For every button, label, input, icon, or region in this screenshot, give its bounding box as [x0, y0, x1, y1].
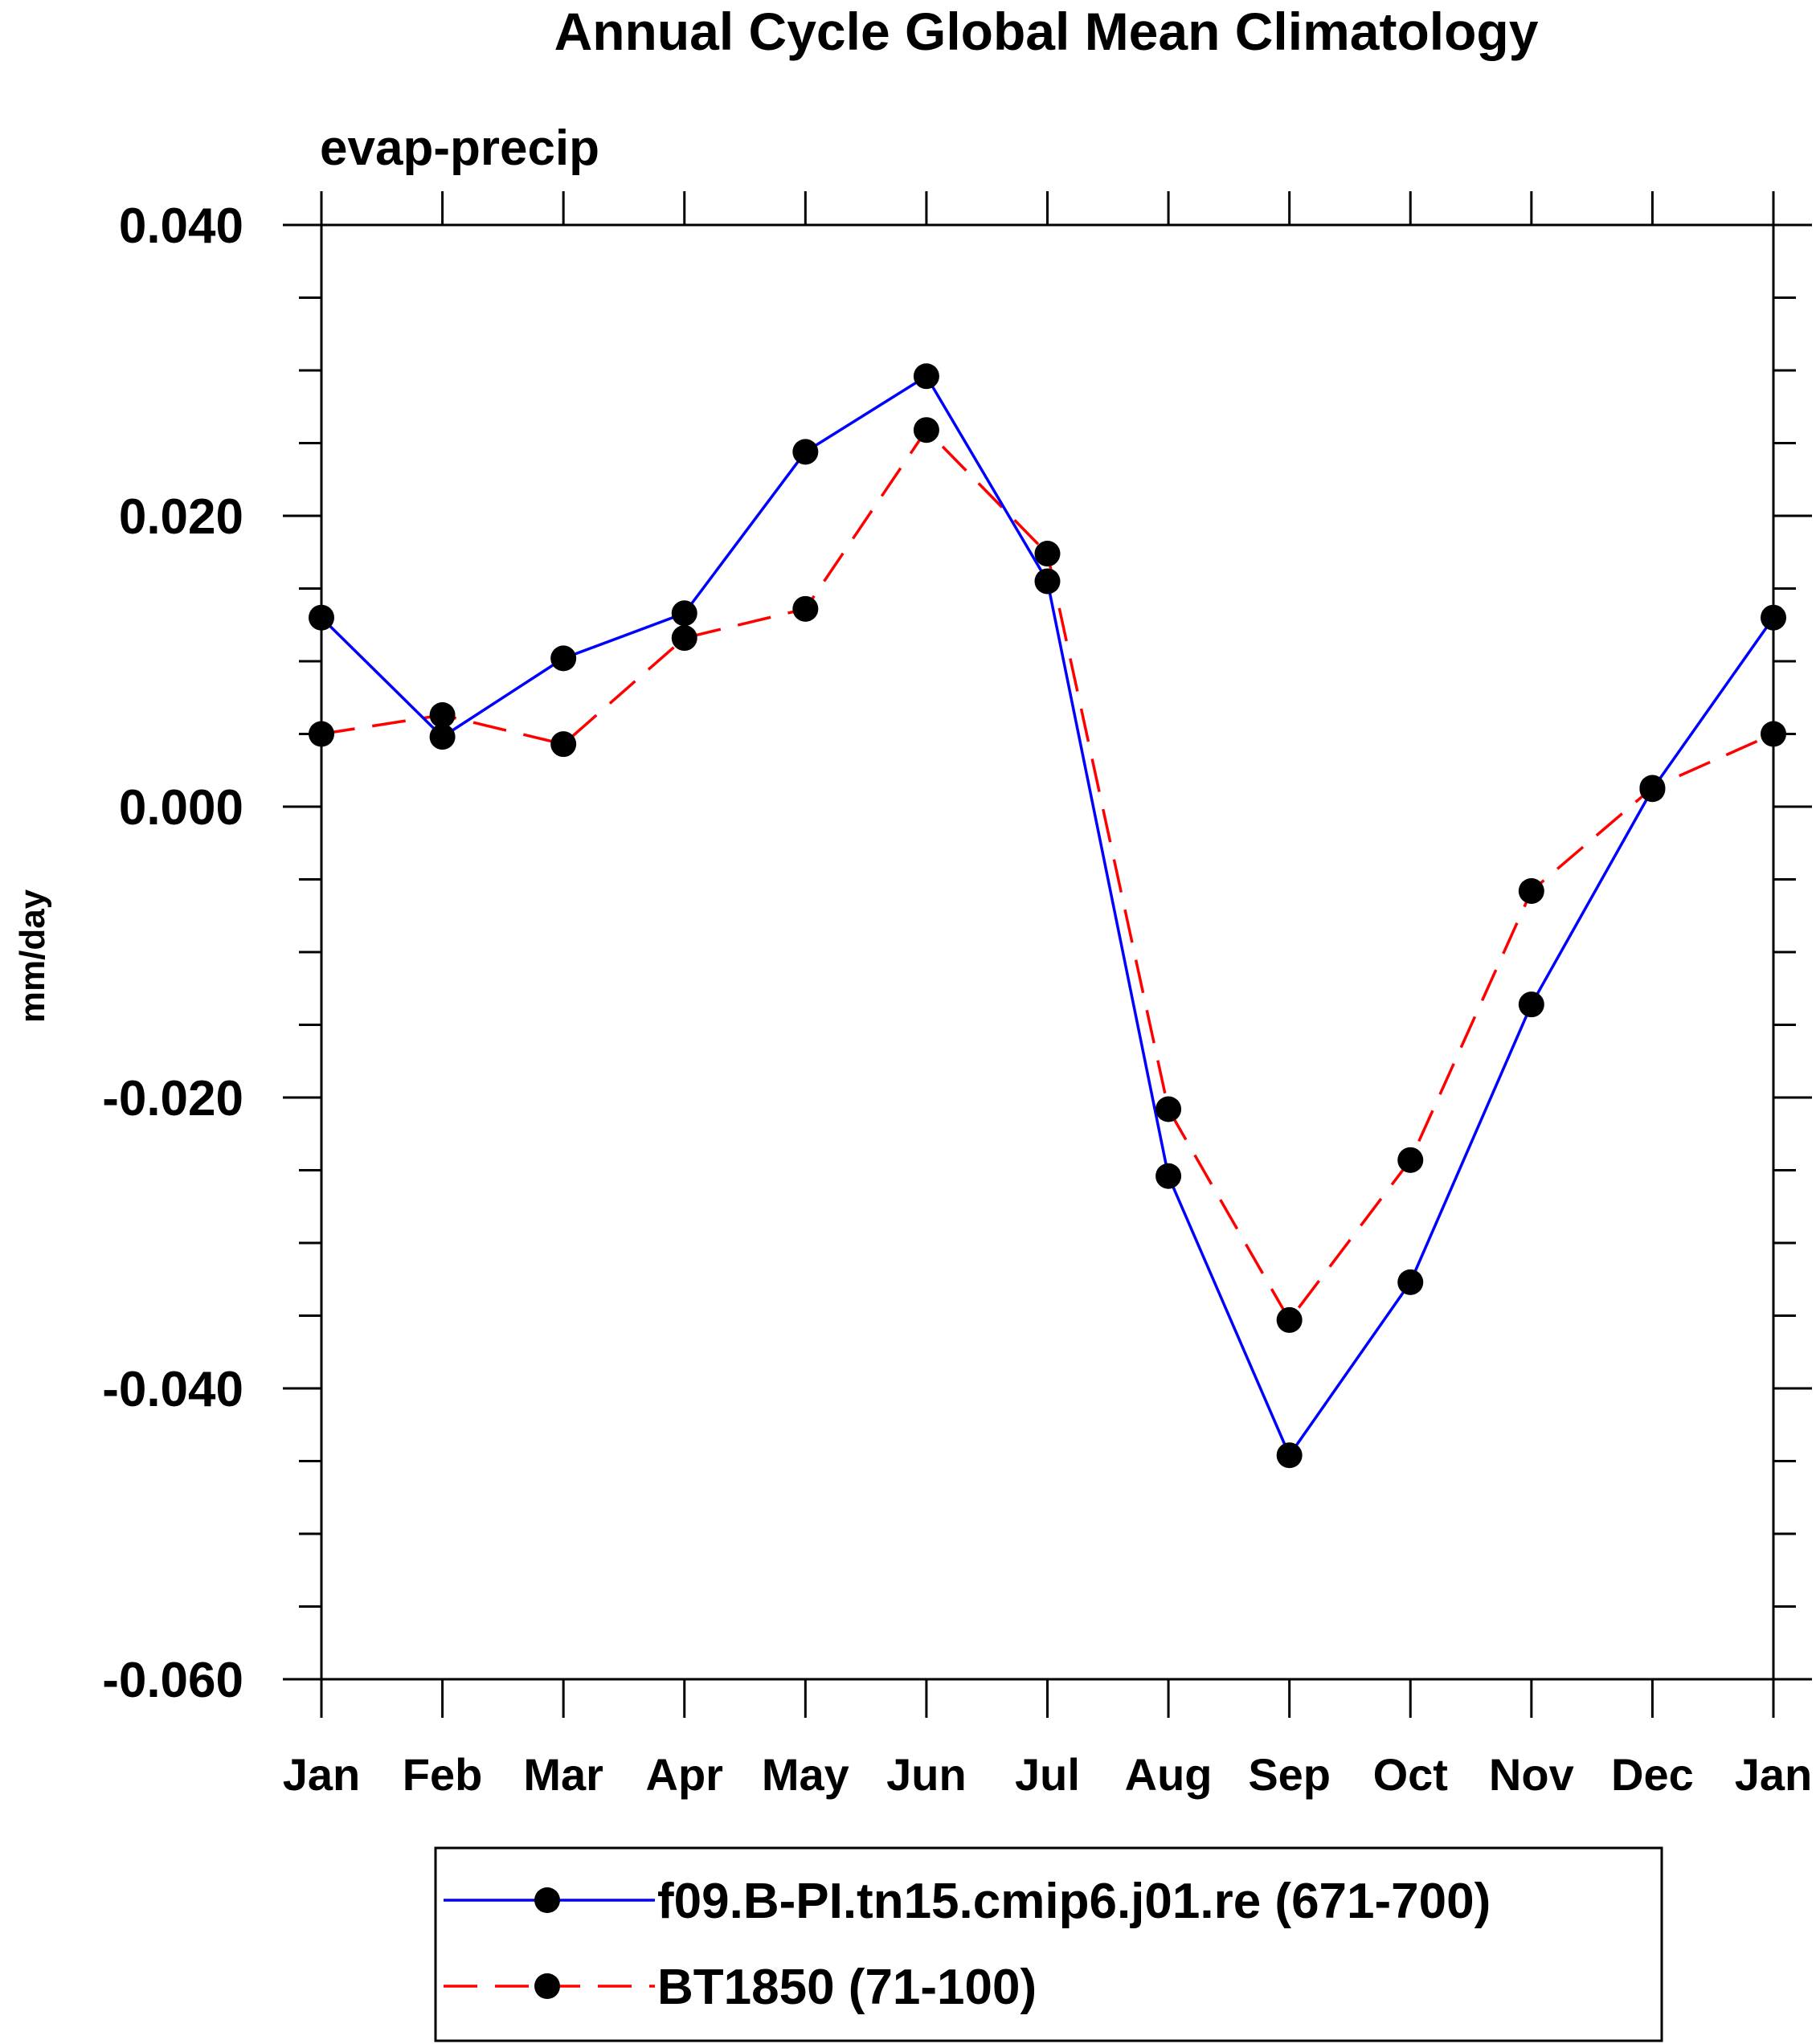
y-tick-label: -0.060 — [102, 1653, 243, 1708]
data-point-series-0 — [671, 600, 697, 627]
x-tick-label: Aug — [1125, 1749, 1213, 1800]
x-tick-label: Feb — [403, 1749, 483, 1800]
data-point-series-0 — [1155, 1163, 1182, 1189]
data-point-series-1 — [671, 625, 697, 652]
x-tick-labels: Jan Feb Mar Apr May Jun Jul Aug Sep Oct Nov Dec Jan — [283, 1749, 1813, 1800]
data-point-series-1 — [1276, 1306, 1303, 1333]
data-point-series-0 — [1276, 1442, 1303, 1469]
legend: f09.B-PI.tn15.cmip6.j01.re (671-700) BT18… — [444, 1874, 1491, 2015]
x-tick-label: Sep — [1248, 1749, 1331, 1800]
x-tick-label: Nov — [1489, 1749, 1574, 1800]
data-point-series-1 — [1761, 721, 1786, 747]
legend-marker-0 — [534, 1887, 560, 1913]
data-point-series-1 — [1639, 775, 1666, 801]
plot-area-frame — [320, 223, 1775, 1681]
x-tick-label: Apr — [646, 1749, 723, 1800]
legend-label-0: f09.B-PI.tn15.cmip6.j01.re (671-700) — [657, 1874, 1491, 1929]
data-point-series-0 — [1034, 568, 1061, 595]
y-tick-label: 0.000 — [119, 780, 243, 836]
data-point-series-1 — [913, 417, 939, 444]
x-tick-label: Mar — [523, 1749, 603, 1800]
y-tick-labels: 0.040 0.020 0.000 -0.020 -0.040 -0.060 — [102, 198, 243, 1708]
data-point-series-1 — [550, 731, 577, 758]
x-tick-label: Dec — [1611, 1749, 1694, 1800]
chart-subtitle: evap-precip — [320, 121, 599, 176]
data-point-series-0 — [550, 645, 577, 672]
data-point-series-1 — [1034, 541, 1061, 567]
x-tick-label: Jul — [1015, 1749, 1080, 1800]
legend-marker-1 — [534, 1973, 560, 1999]
x-tick-label: Jan — [283, 1749, 361, 1800]
y-tick-label: 0.040 — [119, 198, 243, 254]
legend-label-1: BT1850 (71-100) — [657, 1960, 1037, 2015]
axis-ticks — [283, 191, 1812, 1718]
chart-title: Annual Cycle Global Mean Climatology — [554, 2, 1539, 61]
y-tick-label: -0.040 — [102, 1362, 243, 1417]
data-point-series-1 — [1155, 1096, 1182, 1122]
data-point-series-0 — [792, 439, 819, 465]
x-tick-label: Jan — [1735, 1749, 1813, 1800]
data-point-series-0 — [309, 604, 334, 631]
data-point-series-1 — [1518, 877, 1544, 904]
data-point-series-0 — [429, 724, 456, 750]
data-point-series-1 — [792, 595, 819, 622]
data-point-series-1 — [429, 701, 456, 728]
x-tick-label: Jun — [886, 1749, 967, 1800]
data-point-series-1 — [309, 721, 334, 747]
series-line-0 — [320, 374, 1775, 1457]
legend-box — [434, 1846, 1663, 2042]
x-tick-label: Oct — [1373, 1749, 1448, 1800]
data-point-series-1 — [1397, 1147, 1424, 1173]
series-lines — [320, 374, 1775, 1457]
data-point-series-0 — [1397, 1269, 1424, 1295]
data-point-series-0 — [1761, 604, 1786, 631]
series-markers — [309, 363, 1786, 1469]
y-tick-label: 0.020 — [119, 489, 243, 545]
data-point-series-0 — [913, 363, 939, 390]
data-point-series-0 — [1518, 991, 1544, 1018]
y-axis-label: mm/day — [13, 889, 52, 1023]
y-tick-label: -0.020 — [102, 1071, 243, 1126]
x-tick-label: May — [762, 1749, 849, 1800]
